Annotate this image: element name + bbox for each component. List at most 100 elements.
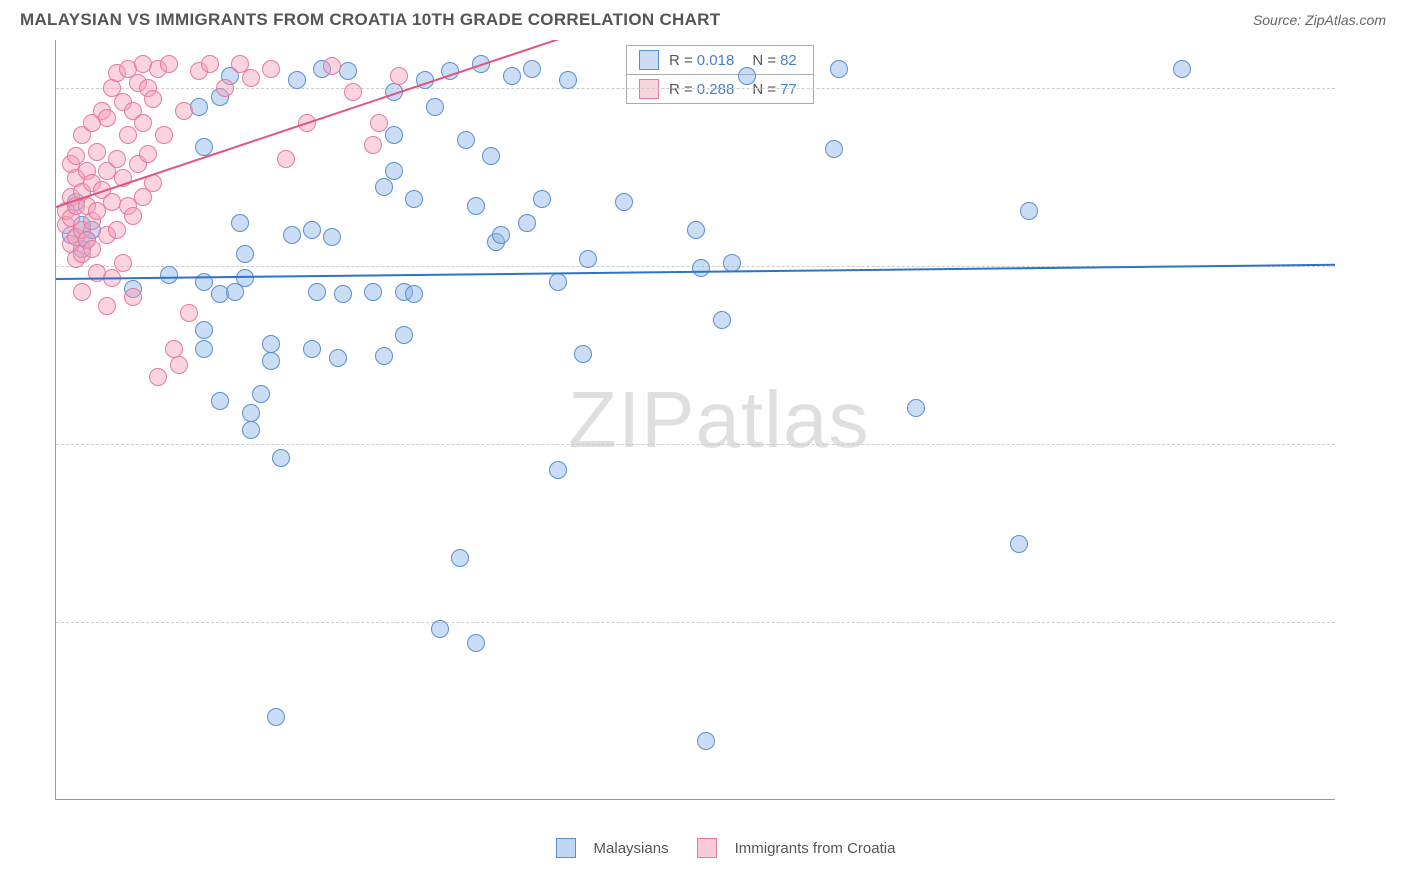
data-point xyxy=(1173,60,1191,78)
data-point xyxy=(308,283,326,301)
data-point xyxy=(262,60,280,78)
data-point xyxy=(405,285,423,303)
data-point xyxy=(518,214,536,232)
correlation-legend: R = 0.018N = 82R = 0.288N = 77 xyxy=(626,45,814,104)
data-point xyxy=(467,197,485,215)
data-point xyxy=(431,620,449,638)
data-point xyxy=(370,114,388,132)
data-point xyxy=(692,259,710,277)
x-tick xyxy=(197,799,198,800)
data-point xyxy=(155,126,173,144)
legend-label: Malaysians xyxy=(594,840,669,857)
data-point xyxy=(195,321,213,339)
x-tick xyxy=(1042,799,1043,800)
data-point xyxy=(175,102,193,120)
data-point xyxy=(303,221,321,239)
data-point xyxy=(98,109,116,127)
data-point xyxy=(252,385,270,403)
series-legend: Malaysians Immigrants from Croatia xyxy=(55,838,1396,858)
data-point xyxy=(88,143,106,161)
r-value: 0.288 xyxy=(697,81,735,98)
data-point xyxy=(170,356,188,374)
data-point xyxy=(426,98,444,116)
data-point xyxy=(687,221,705,239)
data-point xyxy=(390,67,408,85)
data-point xyxy=(549,461,567,479)
data-point xyxy=(738,67,756,85)
x-tick xyxy=(1182,799,1183,800)
data-point xyxy=(523,60,541,78)
data-point xyxy=(262,352,280,370)
data-point xyxy=(375,178,393,196)
data-point xyxy=(242,404,260,422)
data-point xyxy=(713,311,731,329)
chart-header: MALAYSIAN VS IMMIGRANTS FROM CROATIA 10T… xyxy=(0,0,1406,35)
n-value: 77 xyxy=(780,81,797,98)
data-point xyxy=(467,634,485,652)
data-point xyxy=(375,347,393,365)
data-point xyxy=(195,340,213,358)
data-point xyxy=(236,245,254,263)
legend-swatch xyxy=(556,838,576,858)
data-point xyxy=(288,71,306,89)
x-tick xyxy=(901,799,902,800)
x-tick xyxy=(56,799,57,800)
data-point xyxy=(503,67,521,85)
data-point xyxy=(323,57,341,75)
legend-item: Malaysians xyxy=(556,838,669,858)
gridline-h xyxy=(56,622,1335,623)
chart-container: 10th Grade ZIPatlas R = 0.018N = 82R = 0… xyxy=(55,40,1396,858)
gridline-h xyxy=(56,88,1335,89)
data-point xyxy=(124,207,142,225)
data-point xyxy=(574,345,592,363)
data-point xyxy=(615,193,633,211)
data-point xyxy=(395,326,413,344)
n-value: 82 xyxy=(780,52,797,69)
data-point xyxy=(579,250,597,268)
legend-swatch xyxy=(639,50,659,70)
data-point xyxy=(385,162,403,180)
legend-row: R = 0.288N = 77 xyxy=(627,75,813,103)
data-point xyxy=(492,226,510,244)
data-point xyxy=(303,340,321,358)
x-tick xyxy=(1323,799,1324,800)
legend-label: Immigrants from Croatia xyxy=(735,840,896,857)
data-point xyxy=(190,98,208,116)
data-point xyxy=(144,90,162,108)
data-point xyxy=(323,228,341,246)
r-value: 0.018 xyxy=(697,52,735,69)
data-point xyxy=(329,349,347,367)
data-point xyxy=(559,71,577,89)
data-point xyxy=(344,83,362,101)
data-point xyxy=(457,131,475,149)
data-point xyxy=(549,273,567,291)
data-point xyxy=(124,288,142,306)
data-point xyxy=(364,283,382,301)
source-attribution: Source: ZipAtlas.com xyxy=(1253,12,1386,28)
x-tick xyxy=(760,799,761,800)
legend-row: R = 0.018N = 82 xyxy=(627,46,813,75)
data-point xyxy=(83,240,101,258)
x-tick xyxy=(338,799,339,800)
plot-area: ZIPatlas R = 0.018N = 82R = 0.288N = 77 … xyxy=(55,40,1335,800)
data-point xyxy=(73,283,91,301)
data-point xyxy=(139,145,157,163)
x-tick xyxy=(619,799,620,800)
x-tick xyxy=(478,799,479,800)
data-point xyxy=(119,126,137,144)
data-point xyxy=(907,399,925,417)
data-point xyxy=(267,708,285,726)
legend-swatch xyxy=(639,79,659,99)
data-point xyxy=(149,368,167,386)
chart-title: MALAYSIAN VS IMMIGRANTS FROM CROATIA 10T… xyxy=(20,10,720,30)
data-point xyxy=(98,297,116,315)
gridline-h xyxy=(56,444,1335,445)
data-point xyxy=(277,150,295,168)
legend-swatch xyxy=(697,838,717,858)
data-point xyxy=(1010,535,1028,553)
data-point xyxy=(385,126,403,144)
data-point xyxy=(272,449,290,467)
data-point xyxy=(108,221,126,239)
data-point xyxy=(339,62,357,80)
data-point xyxy=(201,55,219,73)
